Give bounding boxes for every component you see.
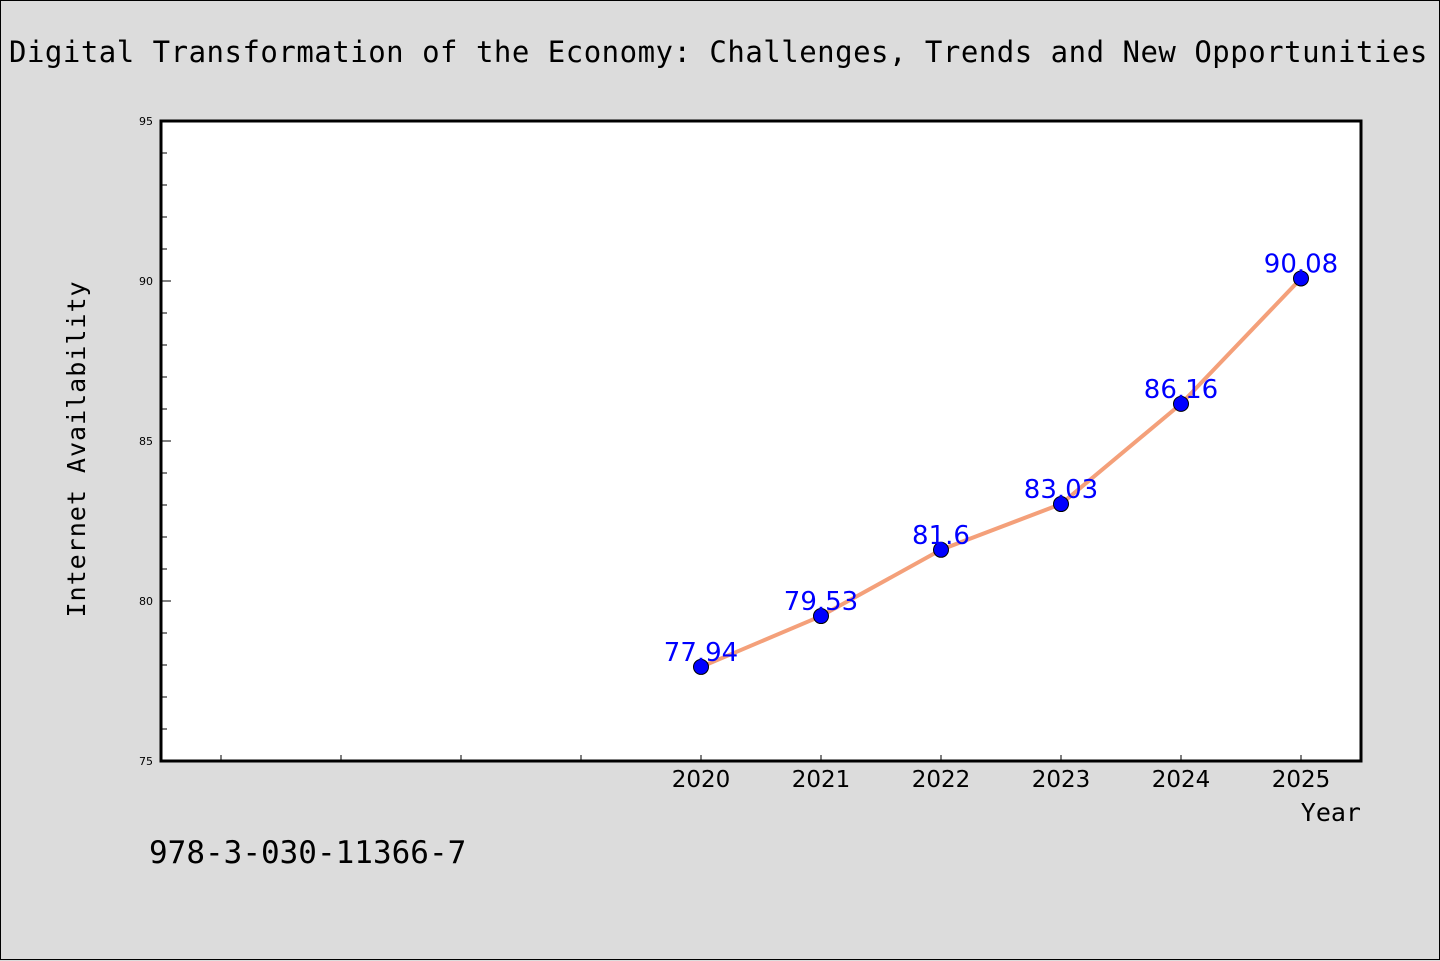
x-tick-label: 2025 xyxy=(1272,767,1331,793)
y-tick-label: 85 xyxy=(139,435,153,448)
data-label: 90.08 xyxy=(1264,249,1338,279)
x-tick-label: 2023 xyxy=(1032,767,1091,793)
data-point xyxy=(693,658,709,675)
x-axis-ticks: 2020 2021 2022 2023 2024 2025 xyxy=(220,755,1331,793)
y-tick-label: 95 xyxy=(139,115,153,128)
data-label: 83.03 xyxy=(1024,475,1098,505)
y-tick-label: 80 xyxy=(139,595,153,608)
data-point xyxy=(1293,270,1309,287)
data-point xyxy=(1173,395,1189,412)
y-axis-ticks: 75 80 85 90 95 xyxy=(139,115,171,768)
data-label: 77.94 xyxy=(664,638,738,668)
chart-title: Digital Transformation of the Economy: C… xyxy=(9,35,1428,69)
series-layer: 77.94 79.53 81.6 83.03 86.16 90.08 xyxy=(664,249,1338,675)
y-tick-label: 90 xyxy=(139,275,153,288)
y-tick-label: 75 xyxy=(139,755,153,768)
x-tick-label: 2020 xyxy=(672,767,731,793)
series-line xyxy=(700,277,1303,669)
data-label: 81.6 xyxy=(912,521,970,551)
data-point xyxy=(1053,496,1069,513)
y-axis-label: Internet Availability xyxy=(62,280,91,617)
plot-area xyxy=(159,119,1363,763)
data-label: 86.16 xyxy=(1144,375,1218,405)
x-tick-label: 2022 xyxy=(912,767,971,793)
x-axis-label: Year xyxy=(1301,798,1361,827)
data-point xyxy=(813,608,829,625)
x-tick-label: 2024 xyxy=(1152,767,1211,793)
isbn-code: 978-3-030-11366-7 xyxy=(149,835,467,871)
x-tick-label: 2021 xyxy=(792,767,851,793)
data-label: 79.53 xyxy=(784,587,858,617)
data-point xyxy=(933,541,949,558)
